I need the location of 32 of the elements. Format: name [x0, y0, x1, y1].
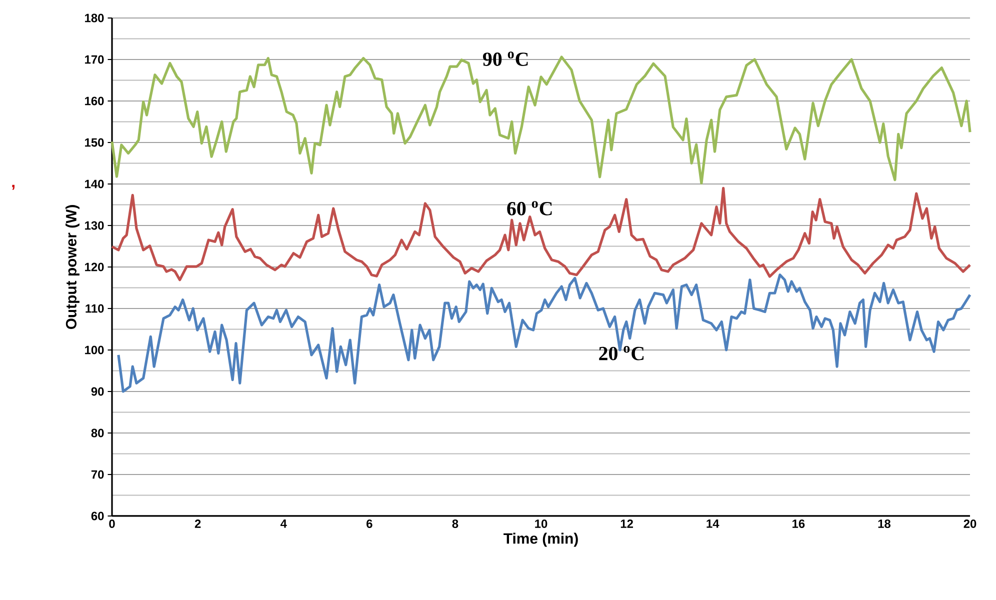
y-tick-label: 120	[85, 262, 104, 272]
y-tick-label: 100	[85, 346, 104, 354]
annotation: 60 $^{o}$C	[507, 201, 552, 216]
annotation: 20 $^{o}$C	[599, 346, 644, 360]
x-tick-label: 2	[194, 520, 201, 528]
y-tick-label: 60	[91, 512, 104, 520]
x-tick-label: 6	[366, 520, 372, 528]
y-tick-label: 170	[85, 55, 104, 64]
y-tick-label: 130	[85, 221, 104, 230]
y-tick-label: 70	[91, 470, 104, 479]
x-axis-title: Time (min)	[504, 532, 578, 547]
y-tick-label: 110	[86, 304, 104, 313]
y-tick-label: 150	[85, 138, 104, 147]
x-tick-label: 16	[792, 520, 805, 528]
x-tick-label: 12	[620, 520, 633, 528]
annotation: 90 $^{o}$C	[482, 52, 528, 66]
x-tick-label: 14	[706, 520, 720, 528]
line-series	[110, 186, 972, 282]
text: ,	[12, 184, 14, 190]
y-tick-label: 140	[85, 180, 104, 188]
y-tick-label: 180	[85, 14, 104, 22]
x-tick-label: 4	[280, 520, 287, 528]
y-tick-label: 160	[85, 96, 104, 106]
y-tick-label: 80	[91, 428, 104, 438]
x-tick-label: 20	[964, 520, 976, 528]
x-tick-label: 10	[535, 520, 548, 528]
x-tick-label: 8	[452, 520, 458, 528]
x-tick-label: 18	[878, 520, 890, 528]
line-series	[117, 274, 972, 393]
x-tick-label: 0	[109, 520, 115, 528]
y-axis-title: Output power (W)	[66, 205, 80, 330]
y-tick-label: 90	[91, 387, 104, 396]
